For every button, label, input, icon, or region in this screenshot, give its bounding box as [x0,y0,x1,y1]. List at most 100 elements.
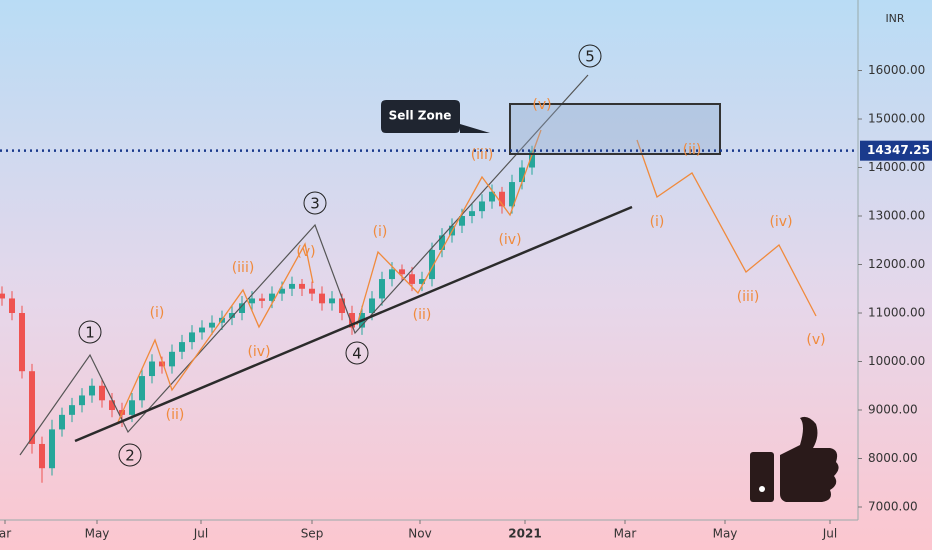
y-tick-label: 13000.00 [868,209,925,223]
subwave-label: (ii) [413,307,432,323]
candle-body [189,332,195,343]
subwave-line [117,242,314,423]
x-tick-label: Mar [614,527,637,541]
subwave-label: (iv) [247,344,270,360]
candles [0,145,535,483]
candle-body [99,385,105,401]
x-tick-label: May [85,527,110,541]
y-tick-label: 14000.00 [868,160,925,174]
candle-body [169,351,175,367]
candle-body [469,211,475,217]
candle-body [289,283,295,289]
subwave-label: (v) [806,332,825,348]
candle-body [79,395,85,406]
candle-body [229,313,235,318]
candle-body [459,216,465,226]
candle-body [419,279,425,284]
subwave-line [356,129,542,326]
candle-body [329,298,335,304]
wave-circle [118,443,142,467]
wave-label: 2 [125,447,135,465]
thumbs-up-icon [750,416,839,502]
subwave-label: (i) [650,214,665,230]
candle-body [489,191,495,202]
projection-line [636,139,817,317]
candle-body [89,385,95,396]
candle-body [379,279,385,299]
candle-body [269,293,275,301]
subwave-label: (ii) [166,407,185,423]
last-price-label: 14347.25 [867,143,930,157]
subwave-label: (iv) [769,214,792,230]
y-tick-label: 9000.00 [868,403,918,417]
subwave-label: (iii) [737,289,760,305]
candle-body [479,201,485,212]
x-tick-label: Jul [822,527,837,541]
subwave-label: (i) [373,224,388,240]
y-tick-label: 7000.00 [868,500,918,514]
candle-body [209,322,215,328]
candle-body [409,274,415,284]
candle-body [249,298,255,304]
wave-circle [78,320,102,344]
candle-body [129,400,135,415]
trend-line [74,205,633,443]
candle-body [339,298,345,314]
candle-body [299,283,305,289]
candle-body [529,150,535,168]
x-tick-label: May [713,527,738,541]
x-tick-label: ar [0,527,11,541]
wave-label: 3 [310,195,320,213]
candle-body [179,342,185,352]
candle-body [389,269,395,280]
y-tick-label: 8000.00 [868,451,918,465]
subwave-label: (iii) [232,260,255,276]
candle-body [499,191,505,207]
candle-body [59,414,65,430]
x-tick-label: Sep [301,527,324,541]
candle-body [9,298,15,314]
wave-label: 5 [585,48,595,66]
x-tick-label: 2021 [508,527,541,541]
candle-body [309,288,315,294]
subwave-label: (v) [532,97,551,113]
subwave-label: (i) [150,305,165,321]
y-tick-label: 11000.00 [868,306,925,320]
candle-body [279,288,285,294]
main-wave-line [19,74,589,456]
y-tick-label: 15000.00 [868,112,925,126]
candle-body [29,371,35,444]
x-tick-label: Nov [408,527,431,541]
y-tick-label: 10000.00 [868,354,925,368]
icon-dot [759,486,765,492]
candle-body [439,235,445,250]
candle-body [139,376,145,401]
subwave-label: (iv) [498,232,521,248]
wave-label: 1 [85,324,95,342]
candle-body [49,429,55,469]
subwave-label: (v) [296,244,315,260]
candle-body [369,298,375,314]
candle-body [519,167,525,183]
candle-body [39,443,45,469]
sell-zone-label: Sell Zone [389,109,452,123]
wave-circle [578,44,602,68]
candle-body [239,303,245,314]
candle-body [319,293,325,304]
sell-zone-box [509,103,721,155]
subwave-label: (ii) [683,142,702,158]
candle-body [259,298,265,301]
candle-body [159,361,165,367]
y-tick-label: 12000.00 [868,257,925,271]
subwave-label: (iii) [471,147,494,163]
candle-body [429,249,435,280]
candle-body [399,269,405,275]
candle-body [349,313,355,328]
currency-label: INR [885,12,904,25]
sell-zone-callout [381,100,490,133]
candle-body [0,293,5,299]
candle-body [199,327,205,333]
